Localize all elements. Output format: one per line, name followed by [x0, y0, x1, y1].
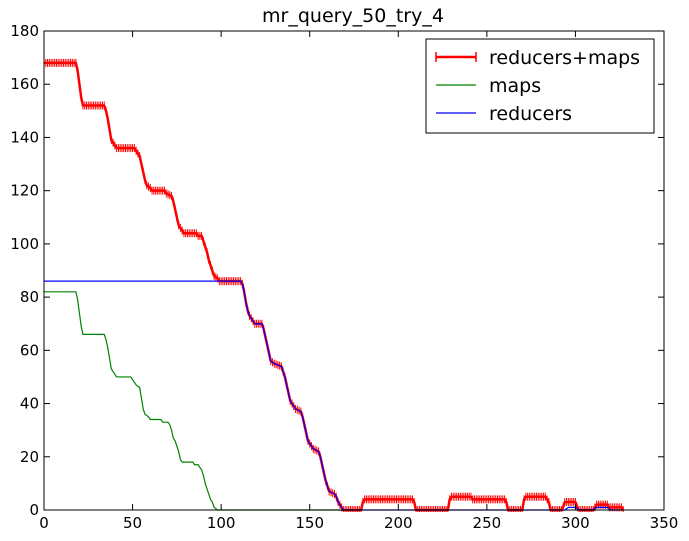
series-line-maps: [44, 291, 349, 511]
y-tick-label: 0: [29, 501, 39, 519]
y-tick-label: 20: [20, 448, 39, 466]
plot-frame: [43, 30, 665, 511]
x-tick-label: 350: [650, 514, 679, 532]
x-tick-label: 50: [123, 514, 142, 532]
legend-box: [425, 38, 655, 134]
y-tick-label: 60: [20, 341, 39, 359]
y-tick-label: 100: [10, 235, 39, 253]
y-tick-label: 80: [20, 288, 39, 306]
y-tick-label: 140: [10, 128, 39, 146]
chart-title: mr_query_50_try_4: [262, 5, 444, 27]
axis-ticks: 0 50 100 150 200 250 300 350 0 20 40 60 80 100 120 140 1…: [10, 22, 678, 532]
x-tick-label: 150: [295, 514, 324, 532]
x-tick-label: 200: [384, 514, 413, 532]
x-tick-label: 250: [473, 514, 502, 532]
y-tick-label: 160: [10, 75, 39, 93]
y-tick-label: 120: [10, 182, 39, 200]
legend-label-reducers-maps: reducers+maps: [489, 47, 640, 69]
y-tick-label: 180: [10, 22, 39, 40]
x-tick-label: 100: [207, 514, 236, 532]
y-tick-label: 40: [20, 395, 39, 413]
legend-label-reducers: reducers: [489, 103, 572, 125]
legend-label-maps: maps: [489, 75, 541, 97]
x-tick-label: 0: [39, 514, 49, 532]
legend: reducers+maps maps reducers: [425, 38, 655, 134]
x-tick-label: 300: [561, 514, 590, 532]
